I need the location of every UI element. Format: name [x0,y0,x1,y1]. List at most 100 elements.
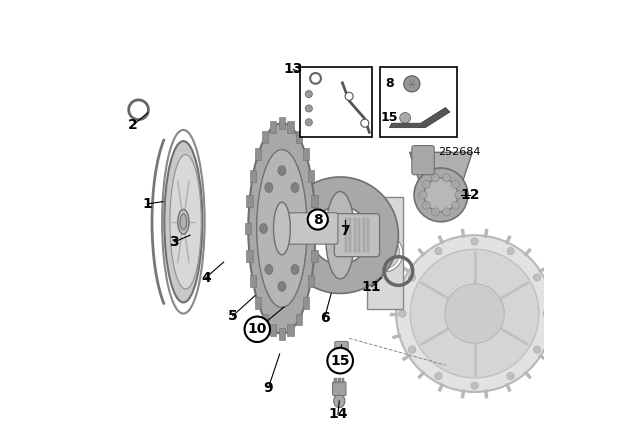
Circle shape [369,237,400,269]
Text: 11: 11 [362,280,381,294]
Bar [354,218,356,252]
Circle shape [361,119,369,127]
Text: 252684: 252684 [438,147,480,157]
FancyBboxPatch shape [287,121,294,133]
Text: 5: 5 [228,309,237,323]
Text: 10: 10 [248,322,267,336]
Ellipse shape [273,202,291,255]
Bar [367,218,369,252]
Text: 3: 3 [170,235,179,249]
Ellipse shape [248,123,316,334]
FancyBboxPatch shape [335,341,348,358]
Ellipse shape [265,183,273,193]
FancyBboxPatch shape [250,170,256,182]
FancyBboxPatch shape [270,121,276,133]
Ellipse shape [278,166,286,176]
Ellipse shape [291,264,299,274]
Wedge shape [290,177,398,293]
FancyBboxPatch shape [262,131,268,143]
Polygon shape [389,108,450,128]
Ellipse shape [170,155,202,289]
Text: 15: 15 [381,112,398,125]
Circle shape [431,174,440,182]
Ellipse shape [265,264,273,274]
Circle shape [442,174,451,182]
Circle shape [451,180,460,188]
Circle shape [534,274,541,281]
Ellipse shape [178,210,189,234]
Text: 4: 4 [201,271,211,285]
Text: 1: 1 [143,197,152,211]
Circle shape [305,90,312,98]
FancyBboxPatch shape [311,250,317,262]
Circle shape [507,248,514,255]
Text: 8: 8 [385,78,394,90]
FancyBboxPatch shape [250,276,256,287]
FancyBboxPatch shape [303,297,309,309]
Ellipse shape [257,150,307,307]
Circle shape [451,202,460,210]
FancyBboxPatch shape [380,67,457,137]
Circle shape [435,372,442,379]
Text: 14: 14 [328,407,348,422]
Text: 15: 15 [330,353,350,368]
Ellipse shape [296,224,305,233]
Circle shape [455,191,463,199]
FancyBboxPatch shape [412,146,435,175]
Circle shape [507,372,514,379]
Polygon shape [367,197,403,309]
Text: 8: 8 [313,212,323,227]
FancyBboxPatch shape [334,214,380,257]
Polygon shape [410,152,472,179]
Bar [342,378,344,383]
Ellipse shape [333,394,345,408]
FancyBboxPatch shape [270,324,276,336]
Circle shape [431,208,440,216]
Bar [363,218,365,252]
FancyBboxPatch shape [296,314,302,326]
FancyBboxPatch shape [279,117,285,129]
Bar [345,218,347,252]
Circle shape [445,284,504,343]
FancyBboxPatch shape [333,382,346,396]
Ellipse shape [180,214,187,230]
FancyBboxPatch shape [262,314,268,326]
Bar [349,218,351,252]
FancyBboxPatch shape [255,148,261,160]
Ellipse shape [259,224,268,233]
Text: 12: 12 [460,188,480,202]
Ellipse shape [414,168,468,222]
Text: 13: 13 [284,62,303,77]
FancyBboxPatch shape [246,195,253,207]
Circle shape [365,234,403,272]
Circle shape [419,191,427,199]
Circle shape [410,249,539,378]
FancyBboxPatch shape [255,297,261,309]
Circle shape [396,235,553,392]
Ellipse shape [424,178,458,212]
FancyBboxPatch shape [308,275,314,287]
Bar [358,218,360,252]
Circle shape [408,274,415,281]
Circle shape [305,105,312,112]
Circle shape [534,346,541,353]
FancyBboxPatch shape [296,131,302,143]
FancyBboxPatch shape [246,250,253,262]
Circle shape [305,119,312,126]
Ellipse shape [278,281,286,291]
Circle shape [471,382,478,389]
FancyBboxPatch shape [245,223,252,234]
Circle shape [400,112,410,123]
FancyBboxPatch shape [300,67,371,137]
Text: 9: 9 [264,380,273,395]
Circle shape [435,248,442,255]
FancyBboxPatch shape [303,148,309,160]
Circle shape [408,346,415,353]
Text: 6: 6 [319,311,330,325]
FancyBboxPatch shape [275,213,338,244]
FancyBboxPatch shape [279,328,285,340]
Circle shape [543,310,550,317]
FancyBboxPatch shape [287,324,294,336]
FancyBboxPatch shape [311,195,317,207]
Ellipse shape [164,141,202,302]
